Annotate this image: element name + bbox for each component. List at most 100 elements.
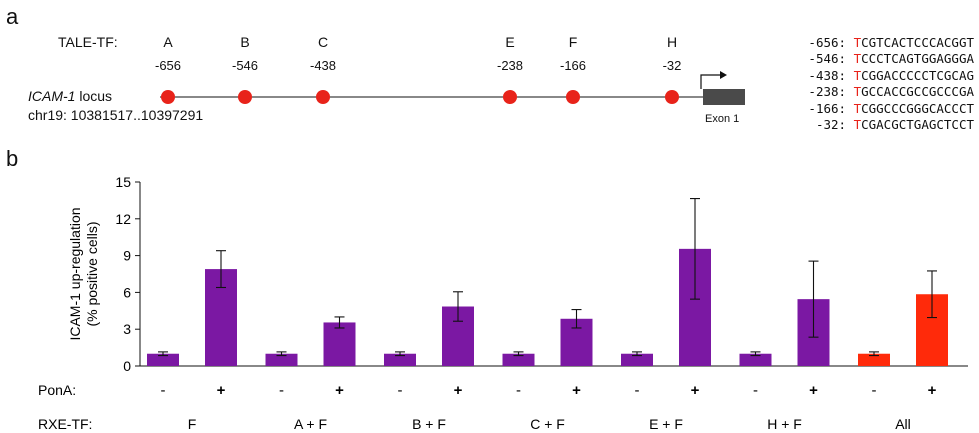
- pona-mark: +: [335, 382, 344, 399]
- pona-mark: -: [753, 382, 758, 399]
- sequence-first-base: T: [853, 35, 862, 50]
- sequence-first-base: T: [853, 51, 862, 67]
- pona-mark: +: [217, 382, 226, 399]
- error-bar: [690, 198, 700, 300]
- error-bar: [750, 351, 761, 357]
- bar: [858, 353, 890, 366]
- pona-mark: +: [572, 382, 581, 399]
- pona-mark: -: [398, 382, 403, 399]
- site-dot-a: [161, 90, 175, 104]
- site-position-b: -546: [231, 58, 259, 73]
- y-tick-label: 0: [123, 358, 131, 374]
- pona-mark: -: [872, 382, 877, 399]
- sequence-line: -32: TCGACGCTGAGCTCCT: [762, 117, 974, 133]
- site-letter-c: C: [317, 34, 329, 50]
- sequence-line: -546: TCCCTCAGTGGAGGGA: [762, 51, 974, 67]
- sequence-rest: GCCACCGCCGCCCGA: [861, 84, 974, 100]
- sequence-line: -238: TGCCACCGCCGCCCGA: [762, 84, 974, 100]
- pona-mark: +: [928, 382, 937, 399]
- category-label: E + F: [649, 416, 683, 432]
- error-bar: [632, 351, 642, 357]
- tss-arrow-icon: [700, 71, 727, 89]
- chart-labels: ICAM-1 up-regulation (% positive cells) Po…: [38, 207, 937, 432]
- bar: [384, 353, 416, 366]
- category-label: B + F: [412, 416, 446, 432]
- site-position-e: -238: [496, 58, 524, 73]
- y-tick-label: 9: [123, 248, 131, 264]
- error-bar: [571, 309, 582, 329]
- pona-mark: +: [454, 382, 463, 399]
- pona-mark: -: [279, 382, 284, 399]
- bar-chart: 0 3 6 9 12 15 ICAM-1 up-regulation (% positive…: [38, 174, 968, 432]
- sequence-position: -546:: [808, 51, 854, 67]
- y-tick-label: 6: [123, 284, 131, 300]
- bar: [739, 353, 772, 366]
- site-dot-e: [503, 90, 517, 104]
- error-bar: [869, 351, 879, 357]
- pona-mark: -: [635, 382, 640, 399]
- y-axis-label-line2: (% positive cells): [84, 221, 100, 326]
- category-label: C + F: [530, 416, 565, 432]
- error-bar: [808, 260, 819, 338]
- sequence-position: -32:: [815, 117, 854, 133]
- exon-label: Exon 1: [705, 113, 740, 125]
- sequence-rest: CGGCCCGGGCACCCT: [861, 100, 974, 116]
- sequence-first-base: T: [853, 84, 862, 100]
- category-label: All: [895, 416, 911, 432]
- rxe-row-label: RXE-TF:: [38, 416, 92, 432]
- sequence-first-base: T: [853, 117, 862, 133]
- bar: [621, 353, 653, 366]
- y-tick-label: 12: [115, 211, 131, 227]
- sequence-line: -656: TCGTCACTCCCACGGT: [762, 35, 974, 51]
- locus-suffix: locus: [75, 88, 113, 104]
- site-position-f: -166: [559, 58, 587, 73]
- exon-box: [703, 89, 745, 105]
- site-position-a: -656: [154, 58, 182, 73]
- site-dot-c: [316, 90, 330, 104]
- sequence-line: -438: TCGGACCCCCTCGCAG: [762, 68, 974, 84]
- pona-mark: -: [161, 382, 166, 399]
- sequence-first-base: T: [853, 67, 862, 83]
- site-position-c: -438: [309, 58, 337, 73]
- pona-mark: +: [809, 382, 818, 399]
- site-dot-f: [566, 90, 580, 104]
- sequence-rest: CGTCACTCCCACGGT: [861, 35, 974, 50]
- sequence-rest: CCCTCAGTGGAGGGA: [861, 51, 974, 67]
- panel-b-letter: b: [6, 146, 19, 171]
- locus-label: ICAM-1 locus: [28, 88, 112, 104]
- error-bar: [395, 351, 405, 357]
- bar: [147, 353, 179, 366]
- site-dot-h: [665, 90, 679, 104]
- pona-row-label: PonA:: [38, 382, 76, 398]
- sequence-list: -656: TCGTCACTCCCACGGT -546: TCCCTCAGTGGA…: [762, 35, 974, 133]
- sequence-first-base: T: [853, 100, 862, 116]
- bar: [502, 353, 535, 366]
- site-letter-e: E: [505, 34, 515, 50]
- sequence-rest: CGGACCCCCTCGCAG: [861, 67, 974, 83]
- category-label: F: [188, 416, 197, 432]
- locus-diagram: [160, 71, 745, 105]
- sequence-rest: CGACGCTGAGCTCCT: [861, 117, 974, 133]
- y-tick-label: 15: [115, 174, 131, 190]
- sequence-position: -166:: [808, 100, 854, 116]
- error-bar: [513, 351, 524, 357]
- error-bar: [276, 351, 287, 357]
- y-axis-label-line1: ICAM-1 up-regulation: [67, 207, 83, 340]
- site-letter-f: F: [568, 34, 578, 50]
- error-bar: [158, 351, 168, 357]
- chart-bars: [147, 198, 948, 366]
- sequence-position: -238:: [808, 84, 854, 100]
- site-dot-b: [238, 90, 252, 104]
- site-position-h: -32: [662, 58, 682, 73]
- category-label: A + F: [294, 416, 327, 432]
- error-bar: [927, 270, 937, 319]
- bar: [265, 353, 298, 366]
- pona-mark: +: [691, 382, 700, 399]
- pona-mark: -: [516, 382, 521, 399]
- locus-gene-name: ICAM-1: [28, 88, 76, 104]
- sequence-line: -166: TCGGCCCGGGCACCCT: [762, 101, 974, 117]
- chart-axes: 0 3 6 9 12 15: [115, 174, 968, 374]
- site-letter-h: H: [666, 34, 678, 50]
- locus-coordinates: chr19: 10381517..10397291: [28, 107, 204, 123]
- panel-a-letter: a: [6, 4, 19, 29]
